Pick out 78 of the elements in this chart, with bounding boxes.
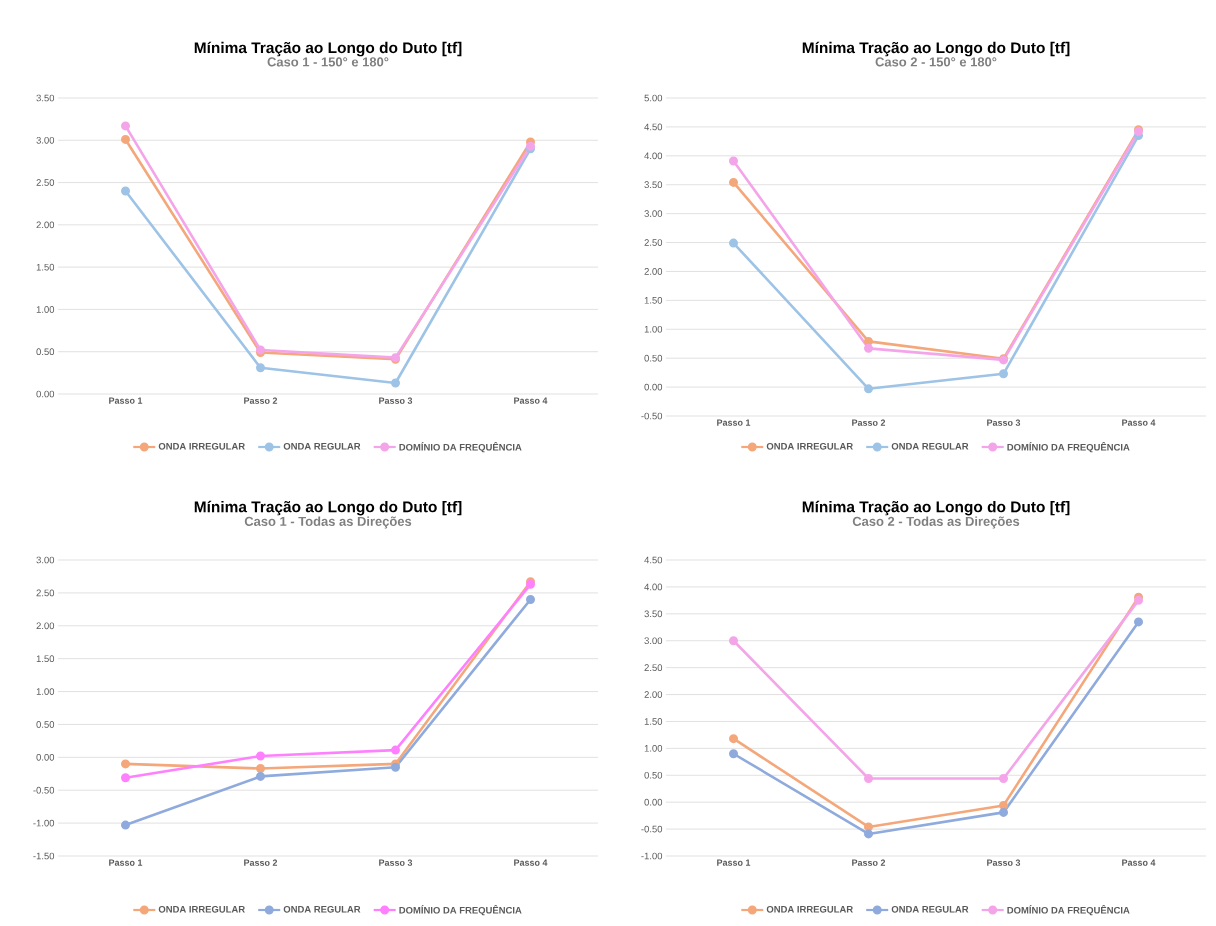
y-tick-label: -0.50 [641, 825, 663, 833]
y-tick-label: 4.50 [644, 123, 663, 131]
x-tick-label: Passo 2 [852, 419, 886, 426]
y-tick-label: 3.00 [644, 210, 663, 217]
y-tick-label: 1.50 [36, 655, 55, 663]
legend-label: ONDA REGULAR [283, 442, 361, 450]
legend-label: ONDA IRREGULAR [766, 442, 853, 450]
legend-label: ONDA REGULAR [891, 442, 969, 450]
y-tick-label: 1.00 [36, 688, 55, 695]
x-tick-label: Passo 2 [244, 397, 278, 404]
x-tick-label: Passo 2 [852, 859, 886, 866]
y-tick-label: 0.50 [36, 721, 55, 728]
y-tick-label: -1.00 [33, 819, 55, 827]
y-tick-label: 1.50 [644, 718, 663, 725]
chart-title: Mínima Tração ao Longo do Duto [tf] [802, 500, 1070, 516]
y-tick-label: 3.50 [36, 94, 55, 102]
legend-label: ONDA REGULAR [891, 905, 969, 913]
x-tick-label: Passo 4 [514, 859, 548, 866]
y-tick-label: 2.50 [36, 179, 55, 186]
y-tick-label: 3.00 [36, 136, 55, 144]
y-tick-label: -0.50 [641, 412, 663, 420]
y-tick-label: 3.50 [644, 610, 663, 618]
legend-label: DOMÍNIO DA FREQUÊNCIA [399, 905, 522, 916]
chart-subtitle: Caso 1 - Todas as Direções [244, 516, 412, 529]
y-tick-label: 3.00 [36, 556, 55, 564]
x-tick-label: Passo 1 [717, 859, 751, 866]
legend-label: ONDA IRREGULAR [158, 442, 245, 450]
y-tick-label: 0.00 [36, 753, 55, 761]
x-tick-label: Passo 3 [987, 859, 1021, 866]
chart-title: Mínima Tração ao Longo do Duto [tf] [194, 500, 462, 516]
x-tick-label: Passo 4 [1122, 859, 1156, 866]
y-tick-label: 1.00 [36, 306, 55, 313]
legend-label: DOMÍNIO DA FREQUÊNCIA [399, 442, 522, 453]
x-tick-label: Passo 2 [244, 859, 278, 866]
y-tick-label: 2.00 [644, 691, 663, 698]
y-tick-label: 2.50 [644, 664, 663, 671]
y-tick-label: 2.00 [36, 622, 55, 630]
x-tick-label: Passo 1 [109, 397, 143, 404]
y-tick-label: 0.00 [36, 390, 55, 398]
y-tick-label: 2.50 [644, 239, 663, 246]
legend-label: ONDA REGULAR [283, 905, 361, 913]
y-tick-label: 2.00 [36, 221, 55, 229]
y-tick-label: 1.50 [644, 297, 663, 304]
y-tick-label: 0.50 [644, 771, 663, 779]
y-tick-label: -1.00 [641, 852, 663, 860]
chart-subtitle: Caso 2 - 150° e 180° [875, 57, 997, 67]
y-tick-label: 0.00 [644, 798, 663, 806]
chart-title: Mínima Tração ao Longo do Duto [tf] [802, 41, 1070, 57]
legend-label: ONDA IRREGULAR [158, 905, 245, 913]
chart-subtitle: Caso 1 - 150° e 180° [267, 57, 389, 67]
y-tick-label: 1.50 [36, 263, 55, 271]
y-tick-label: 1.00 [644, 325, 663, 333]
y-tick-label: 4.00 [644, 583, 663, 591]
x-tick-label: Passo 3 [987, 419, 1021, 426]
y-tick-label: -0.50 [33, 786, 55, 794]
chart-subtitle: Caso 2 - Todas as Direções [852, 516, 1020, 529]
y-tick-label: 0.50 [36, 348, 55, 356]
y-tick-label: 4.00 [644, 152, 663, 160]
y-tick-label: 2.00 [644, 268, 663, 275]
y-tick-label: -1.50 [33, 852, 55, 860]
y-tick-label: 3.50 [644, 181, 663, 189]
y-tick-label: 4.50 [644, 556, 663, 564]
legend-label: DOMÍNIO DA FREQUÊNCIA [1007, 442, 1130, 453]
y-tick-label: 0.50 [644, 354, 663, 362]
y-tick-label: 0.00 [644, 383, 663, 391]
x-tick-label: Passo 3 [379, 859, 413, 866]
legend-label: ONDA IRREGULAR [766, 905, 853, 913]
x-tick-label: Passo 1 [717, 419, 751, 426]
x-tick-label: Passo 3 [379, 397, 413, 404]
x-tick-label: Passo 4 [1122, 419, 1156, 426]
x-tick-label: Passo 4 [514, 397, 548, 404]
x-tick-label: Passo 1 [109, 859, 143, 866]
legend-label: DOMÍNIO DA FREQUÊNCIA [1007, 905, 1130, 916]
y-tick-label: 3.00 [644, 637, 663, 645]
y-tick-label: 5.00 [644, 94, 663, 102]
y-tick-label: 1.00 [644, 745, 663, 752]
y-tick-label: 2.50 [36, 589, 55, 597]
chart-title: Mínima Tração ao Longo do Duto [tf] [194, 41, 462, 57]
